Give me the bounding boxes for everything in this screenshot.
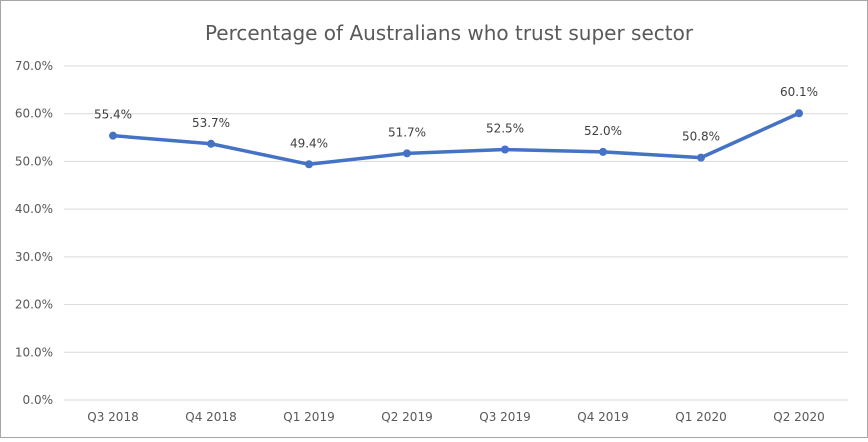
x-axis-ticks: Q3 2018 Q4 2018 Q1 2019 Q2 2019 Q3 2019 Q4 20… [87,410,824,424]
x-tick-label: Q2 2019 [381,410,432,424]
data-label: 55.4% [94,108,132,122]
data-labels: 55.4% 53.7% 49.4% 51.7% 52.5% 52.0% 50.8% 60.1% [94,85,818,150]
series-layer [109,109,803,169]
data-point [795,109,803,118]
data-point [599,147,607,156]
data-point [403,149,411,158]
chart-title: Percentage of Australians who trust supe… [205,21,694,45]
data-point [207,139,215,148]
y-tick-label: 10.0% [15,345,53,359]
series-line [111,111,801,167]
x-tick-label: Q3 2018 [87,410,138,424]
data-point [501,145,509,154]
data-label: 51.7% [388,125,426,139]
data-point [109,131,117,140]
y-tick-label: 60.0% [15,107,53,121]
x-tick-label: Q4 2018 [185,410,236,424]
data-label: 60.1% [780,85,818,99]
y-axis-ticks: 0.0% 10.0% 20.0% 30.0% 40.0% 50.0% 60.0% 70.0% [15,59,53,407]
x-tick-label: Q3 2019 [479,410,530,424]
data-point [305,160,313,169]
y-tick-label: 40.0% [15,202,53,216]
y-tick-label: 0.0% [23,393,54,407]
data-label: 49.4% [290,136,328,150]
data-point [697,153,705,162]
x-tick-label: Q2 2020 [773,410,824,424]
y-tick-label: 50.0% [15,154,53,168]
data-label: 52.5% [486,122,524,136]
y-tick-label: 70.0% [15,59,53,73]
x-tick-label: Q1 2019 [283,410,334,424]
x-tick-label: Q4 2019 [577,410,628,424]
data-label: 52.0% [584,124,622,138]
y-tick-label: 20.0% [15,298,53,312]
data-label: 50.8% [682,130,720,144]
y-tick-label: 30.0% [15,250,53,264]
x-tick-label: Q1 2020 [675,410,726,424]
gridlines [64,65,848,401]
data-label: 53.7% [192,116,230,130]
